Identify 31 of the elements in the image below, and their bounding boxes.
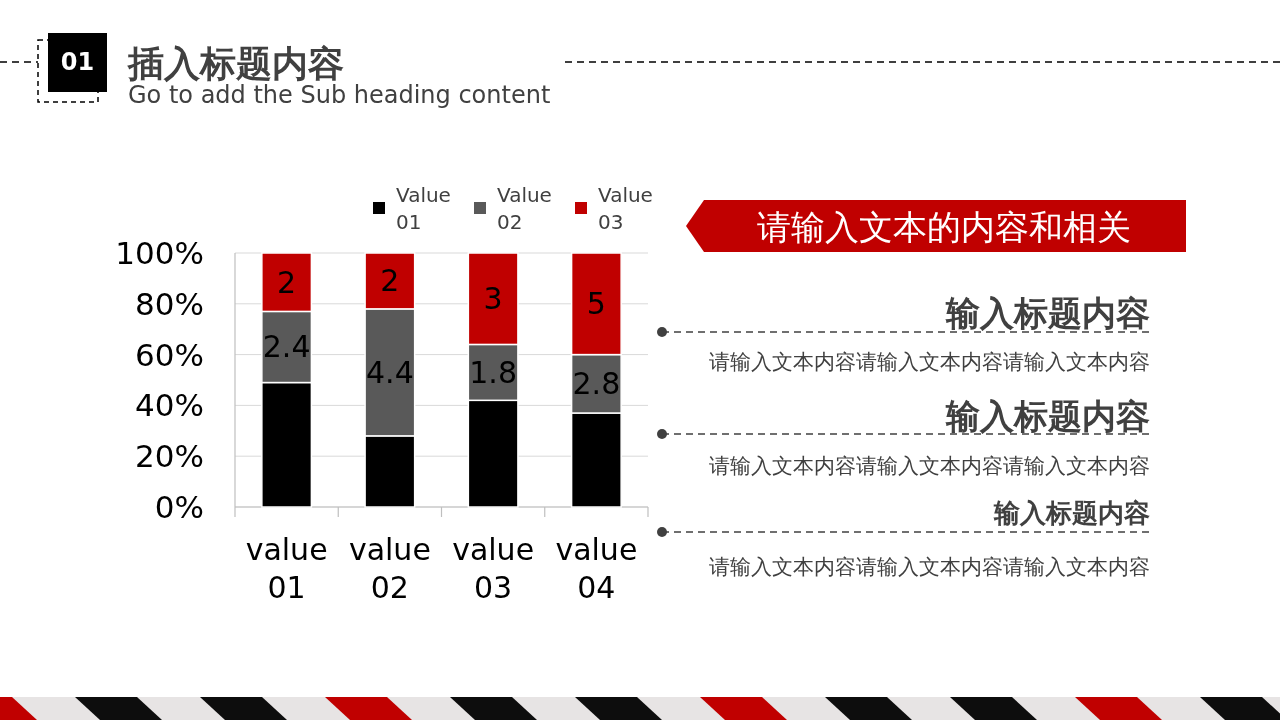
y-tick-label: 80% (135, 285, 204, 322)
text: 请输入文本内容请输入文本内容请输入文本内容 (709, 350, 1150, 374)
legend-label: Value 03 (598, 183, 653, 234)
annotation: 2 (277, 264, 297, 300)
annotation: 2.4 (262, 329, 311, 365)
text: 输入标题内容 (945, 396, 1150, 436)
y-tick-label: 0% (154, 489, 204, 525)
annotation: 1.8 (469, 354, 517, 390)
x-tick-label: value 01 (245, 532, 328, 605)
chart-title: 插入标题内容 (127, 43, 344, 84)
text: 01 (60, 48, 95, 76)
annotation: 4.4 (366, 354, 414, 390)
text: 请输入文本内容请输入文本内容请输入文本内容 (709, 555, 1150, 579)
y-tick-label: 60% (135, 336, 204, 373)
legend-label: Value 01 (396, 183, 451, 234)
text: 输入标题内容 (993, 498, 1150, 528)
x-tick-label: value 02 (348, 532, 431, 605)
text: 请输入文本内容请输入文本内容请输入文本内容 (709, 454, 1150, 478)
text: 输入标题内容 (945, 293, 1150, 333)
text: 请输入文本的内容和相关 (757, 207, 1131, 247)
x-tick-label: value 04 (555, 532, 638, 605)
annotation: 2 (380, 263, 400, 299)
y-tick-label: 20% (135, 438, 204, 475)
x-tick-label: value 03 (452, 532, 535, 605)
legend-label: Value 02 (497, 183, 552, 234)
annotation: 2.8 (572, 366, 621, 402)
chart-subtitle: Go to add the Sub heading content (128, 81, 551, 109)
annotation: 3 (483, 281, 503, 317)
y-tick-label: 40% (135, 387, 204, 424)
annotation: 5 (586, 286, 606, 322)
y-tick-label: 100% (115, 235, 204, 271)
